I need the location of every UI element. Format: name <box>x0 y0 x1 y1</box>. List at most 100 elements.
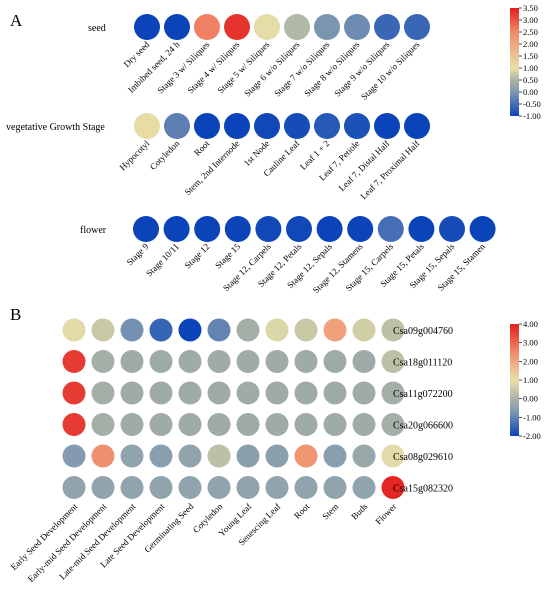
panel-b-gene-label: Csa08g029610 <box>393 452 453 463</box>
panel-b-dot <box>120 444 144 468</box>
panel-a-dot <box>194 113 220 139</box>
panel-b-dot <box>352 381 376 405</box>
panel-b-dot <box>294 444 318 468</box>
panel-b-dot <box>91 318 115 342</box>
panel-b-dot <box>265 381 289 405</box>
panel-a-dot <box>377 216 404 242</box>
panel-b-dot <box>323 381 347 405</box>
panel-a-dot <box>133 216 159 242</box>
panel-a-tick-label: Stage 4 w/ Siliques <box>185 39 241 95</box>
panel-a-dot <box>314 14 340 40</box>
panel-b-dot <box>236 444 260 468</box>
panel-a-label: A <box>10 11 23 30</box>
panel-a-tick-label: Stage 6 w/o Siliques <box>242 39 302 99</box>
panel-a-group-label: flower <box>80 225 107 236</box>
colorbar-tick-label: 0.00 <box>523 87 538 97</box>
panel-a-tick-label: Root <box>192 138 212 158</box>
panel-b-column-label: Flower <box>373 501 398 526</box>
panel-a-dot <box>469 216 496 242</box>
panel-a-dot <box>134 14 160 40</box>
panel-a-group-label: vegetative Growth Stage <box>6 122 105 133</box>
colorbar-tick-label: 0.50 <box>523 75 538 85</box>
panel-b-dot <box>381 444 405 468</box>
panel-b-dot <box>149 350 173 373</box>
panel-a-dot <box>439 216 465 242</box>
panel-b-dot <box>207 413 231 436</box>
panel-a-group-label: seed <box>88 23 106 34</box>
panel-b-dot <box>120 476 144 499</box>
panel-b-gene-label: Csa18g011120 <box>393 358 452 369</box>
panel-a-colorbar-bar <box>510 8 519 116</box>
panel-b-dot <box>236 413 260 436</box>
panel-b-dot <box>149 476 173 499</box>
panel-a-tick-label: Stage 9 <box>124 241 150 267</box>
panel-b-dot <box>352 350 376 373</box>
panel-b-dot <box>178 350 202 373</box>
panel-b-column-label: Root <box>292 501 312 521</box>
panel-a-tick-label: Stage 5 w/ Siliques <box>215 39 271 95</box>
panel-b-dot <box>352 476 376 499</box>
panel-b-dot <box>294 381 318 405</box>
panel-b-column-label: Buds <box>349 501 370 522</box>
panel-b-dot <box>62 318 86 342</box>
panel-b-dot <box>352 413 376 436</box>
panel-b-dot <box>381 381 405 405</box>
panel-a-dot <box>314 113 340 139</box>
colorbar-tick-label: -1.00 <box>523 412 541 422</box>
panel-b-dot <box>120 381 144 405</box>
panel-b-dot <box>323 413 347 436</box>
panel-b-dot <box>91 476 115 499</box>
colorbar-tick-label: 0.00 <box>523 394 538 404</box>
panel-a-dot <box>194 216 221 242</box>
panel-b-dot <box>265 413 289 436</box>
panel-b-dot <box>91 444 115 468</box>
panel-a-tick-label: Hypocotyl <box>117 138 151 172</box>
panel-a-tick-label: Imbibed seed, 24 h <box>126 39 182 95</box>
colorbar-tick-label: 1.00 <box>523 375 538 385</box>
panel-b-dot <box>207 381 231 405</box>
panel-b-dot <box>323 350 347 373</box>
panel-b-dot <box>236 476 260 499</box>
panel-a-dot <box>194 14 220 40</box>
panel-b-column-label: Germinating Seed <box>142 501 196 555</box>
panel-a-tick-label: Stage 10 w/o Siliques <box>359 39 422 102</box>
panel-a-tick-label: Stem, 2nd Internode <box>183 138 242 197</box>
panel-a-dot <box>284 14 310 40</box>
panel-b-dot <box>120 413 144 436</box>
panel-a-dot <box>224 14 250 40</box>
panel-b-dot <box>149 413 173 436</box>
panel-b-dot <box>91 413 115 436</box>
panel-a-tick-label: Dry seed <box>122 39 152 69</box>
panel-b-gene-label: Csa15g082320 <box>393 484 453 495</box>
panel-b-dot <box>265 350 289 373</box>
panel-b-dot <box>62 381 86 405</box>
panel-a-dot <box>164 14 190 40</box>
panel-b-dot <box>62 413 86 436</box>
panel-a-dot <box>404 113 430 139</box>
panel-b-dot <box>120 350 144 373</box>
panel-b-dot <box>62 476 86 499</box>
panel-b-dot <box>178 413 202 436</box>
panel-a-tick-label: Leaf 7, Proximal Half <box>358 138 421 201</box>
panel-b-dot <box>294 350 318 373</box>
colorbar-tick-label: 3.00 <box>523 15 538 25</box>
panel-b-dot <box>323 444 347 468</box>
panel-a-tick-label: Stage 3 w/ Siliques <box>155 39 211 95</box>
panel-b-gene-label: Csa20g066600 <box>393 421 453 432</box>
panel-b-dot <box>62 350 86 373</box>
panel-a-tick-label: Cotyledon <box>148 138 182 172</box>
panel-b-dot <box>381 350 405 373</box>
panel-a-tick-label: Stage 12 <box>182 241 211 270</box>
panel-a-dot <box>163 216 190 242</box>
panel-b-dot <box>207 318 231 342</box>
panel-a-dot <box>164 113 190 139</box>
panel-b-dot <box>236 381 260 405</box>
panel-a-tick-label: Stage 9 w/o Siliques <box>332 39 392 99</box>
panel-a-dot <box>344 113 370 139</box>
panel-b-dot <box>294 318 318 342</box>
panel-b-dot <box>294 413 318 436</box>
panel-a-dot <box>224 216 251 242</box>
panel-a-tick-label: Stage 8 w/o Siliques <box>302 39 362 99</box>
panel-a-dot <box>255 216 282 242</box>
